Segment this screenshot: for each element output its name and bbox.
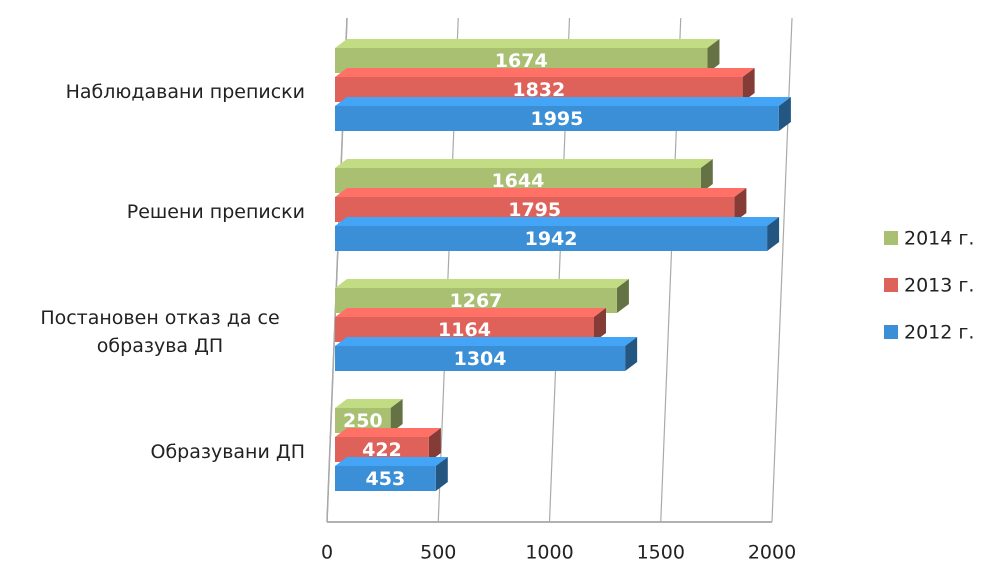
bar-top	[335, 39, 720, 48]
bar-side	[767, 217, 780, 251]
x-tick-label: 1500	[637, 542, 685, 564]
x-tick-label: 500	[420, 542, 456, 564]
y-tick-label: Решени преписки	[5, 198, 305, 226]
bar-side	[428, 428, 441, 462]
data-label: 1674	[495, 50, 548, 72]
bar-top	[335, 457, 448, 466]
data-label: 1832	[512, 79, 565, 101]
y-tick-label: Постановен отказ да се образува ДП	[5, 304, 305, 360]
bar-side	[707, 39, 720, 73]
data-label: 250	[343, 410, 383, 432]
bar-side	[390, 399, 403, 433]
bar-side	[700, 159, 713, 193]
bar-side	[734, 188, 747, 222]
data-label: 1942	[525, 228, 578, 250]
data-label: 1267	[450, 290, 503, 312]
bar-top	[335, 279, 629, 288]
data-label: 453	[366, 468, 406, 490]
x-tick-label: 1000	[525, 542, 573, 564]
x-tick-label: 0	[321, 542, 333, 564]
bar-top	[335, 188, 747, 197]
bar	[335, 346, 626, 371]
data-label: 1995	[530, 108, 583, 130]
bar-side	[435, 457, 448, 491]
y-tick-label: Образувани ДП	[5, 438, 305, 466]
bar-side	[593, 308, 606, 342]
data-label: 422	[362, 439, 402, 461]
data-label: 1164	[438, 319, 491, 341]
bar-top	[335, 217, 780, 226]
data-label: 1304	[454, 348, 507, 370]
y-tick-label: Наблюдавани преписки	[5, 78, 305, 106]
x-tick-label: 2000	[748, 542, 796, 564]
legend-label: 2013 г.	[904, 275, 974, 297]
category-text: Образувани ДП	[150, 440, 305, 463]
bar-side	[778, 97, 791, 131]
bar-top	[335, 428, 441, 437]
grid-line	[771, 17, 793, 523]
bar	[335, 106, 779, 131]
data-label: 1795	[508, 199, 561, 221]
category-text: Наблюдавани преписки	[65, 80, 305, 103]
bar-side	[625, 337, 638, 371]
bar-side	[742, 68, 755, 102]
bar-top	[335, 337, 638, 346]
bar-top	[335, 159, 713, 168]
bar	[335, 226, 768, 251]
bar-top	[335, 97, 791, 106]
bar	[335, 466, 436, 491]
bar-top	[335, 68, 755, 77]
category-text: Постановен отказ да се образува ДП	[40, 306, 280, 357]
legend-swatch	[884, 278, 898, 292]
category-text: Решени преписки	[126, 200, 305, 223]
bar-top	[335, 399, 403, 408]
legend-swatch	[884, 325, 898, 339]
bar-side	[616, 279, 629, 313]
legend-label: 2012 г.	[904, 322, 974, 344]
legend-swatch	[884, 231, 898, 245]
data-label: 1644	[491, 170, 544, 192]
legend-label: 2014 г.	[904, 228, 974, 250]
bar-top	[335, 308, 606, 317]
